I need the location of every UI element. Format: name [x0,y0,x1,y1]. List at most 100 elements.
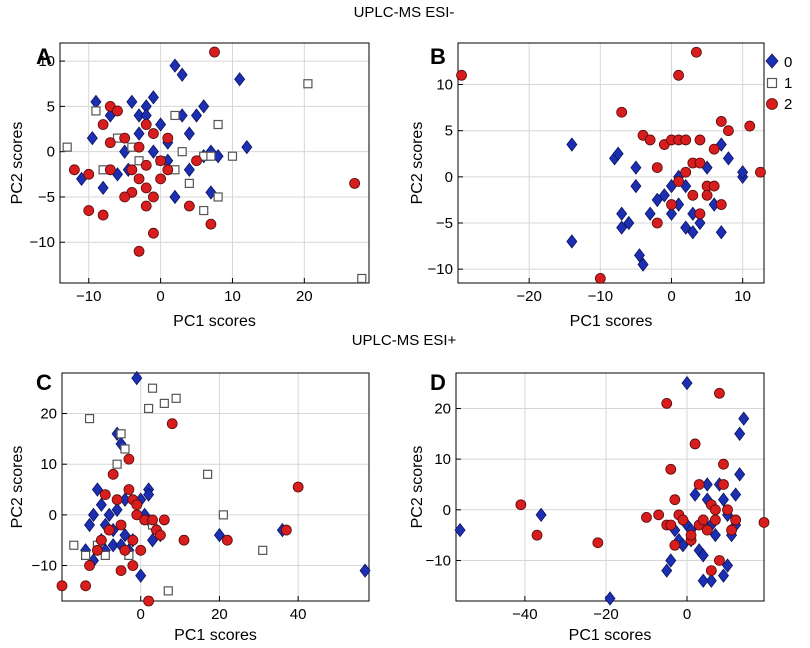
panel-c-point-s2-27 [280,524,292,536]
panel-c-point-s0-4 [91,482,103,497]
panel-c-point-s2-17 [135,544,147,556]
panel-a-point-s0-5 [133,108,145,123]
panel-b-point-s2-11 [680,166,692,178]
panel-a-point-s2-3 [97,119,109,130]
panel-a-xtick-label: 20 [296,288,313,305]
panel-d-point-s2-28 [665,463,677,475]
panel-c-xtick-label: 0 [137,606,145,623]
panel-c-point-s2-4 [95,534,107,546]
panel-a-point-s1-11 [213,119,223,130]
panel-d-point-s0-7 [681,375,693,391]
legend-label-2: 2 [784,96,792,113]
panel-a-point-s0-31 [205,185,217,200]
panel-d-xtick-label: −40 [512,606,537,623]
panel-b-point-s0-6 [630,178,642,194]
panel-b-point-s2-1 [594,272,606,284]
panel-a-point-s2-31 [140,182,152,194]
panel-c-point-s1-3 [112,459,122,469]
panel-b-point-s0-29 [616,220,628,235]
panel-a: −10 0 10 20 −10 −5 0 5 10 PC1 scores PC2 scores A [9,42,370,330]
panel-a-point-s2-12 [148,128,159,139]
panel-d-point-s0-3 [665,553,677,568]
panel-c-point-s2-20 [147,514,158,526]
panel-b-point-s2-22 [715,199,727,210]
panel-b-ytick-label: −5 [436,215,453,232]
panel-b-point-s2-25 [755,166,766,178]
panel-c-point-s2-1 [80,580,92,592]
panel-b-point-s2-27 [651,217,663,229]
panel-a-point-s0-26 [241,139,253,155]
panel-b-point-s0-7 [633,248,645,263]
panel-d-xtick-label: −20 [593,606,618,623]
panel-c-point-s2-19 [143,595,154,607]
panel-a-point-s0-21 [198,99,210,114]
panel-a-plot-frame [59,42,370,284]
section-title-esi-pos: UPLC-MS ESI+ [352,332,457,349]
panel-c-point-s2-24 [166,418,178,430]
panel-c-point-s2-26 [221,534,233,546]
panel-c-xlabel: PC1 scores [174,627,257,644]
panel-b-point-s0-4 [616,206,628,221]
panel-b-xtick-label: −20 [516,288,541,305]
panel-b-point-s0-5 [623,215,635,231]
panel-a-xlabel: PC1 scores [173,313,256,330]
panel-d-point-s2-26 [730,514,742,526]
panel-c-point-s0-10 [107,538,119,553]
panel-b-ytick-label: 5 [445,123,453,140]
panel-d-point-s0-1 [535,507,547,523]
panel-b-point-s0-8 [637,257,649,272]
panel-b-point-s0-11 [658,188,670,203]
panel-c-point-s1-4 [116,429,126,439]
panel-a-point-s0-7 [147,90,159,105]
panel-d-point-s2-29 [705,565,717,576]
panel-c-point-s1-10 [159,398,169,408]
panel-a-point-s0-20 [191,108,203,123]
panel-c-plot-frame [61,372,370,602]
panel-b-xtick-label: −10 [588,288,613,305]
panel-b-point-s2-20 [708,143,720,155]
panel-b-ylabel: PC2 scores [409,122,426,205]
panel-d-point-s0-2 [604,591,616,606]
panel-c-point-s0-30 [111,502,123,517]
panel-c-point-s2-22 [154,529,166,541]
panel-a-point-s2-29 [209,46,220,58]
panel-c-point-s2-10 [115,565,127,576]
panel-a-point-s2-17 [162,132,174,144]
panel-c-point-s1-7 [143,403,154,414]
panel-c-point-s1-16 [100,550,110,561]
panel-c-point-s1-12 [171,393,181,403]
panel-d-point-s0-28 [738,411,750,426]
section-title-esi-neg: UPLC-MS ESI- [354,4,455,21]
panel-c-ytick-label: 10 [40,456,57,473]
panel-a-point-s0-15 [169,58,181,73]
panel-a-point-s2-24 [104,164,116,176]
panel-a-point-s2-20 [148,227,159,239]
panel-a-point-s2-10 [133,141,145,153]
panel-a-point-s0-8 [133,126,145,141]
panel-c-ytick-label: 0 [49,507,57,524]
panel-d-point-s2-9 [669,539,681,551]
panel-a-point-s0-16 [176,67,188,82]
panel-a-point-s1-12 [206,151,216,161]
panel-c-point-s2-9 [115,519,127,531]
panel-d-point-s0-13 [697,548,709,563]
panel-c-point-s2-23 [158,514,170,526]
panel-d-point-s0-31 [697,573,709,588]
panel-d-point-s2-3 [641,512,652,523]
panel-d-point-s2-2 [592,537,604,549]
panel-a-point-s2-13 [133,173,145,185]
panel-d-point-s2-7 [665,519,677,531]
legend: 0 1 2 [765,53,792,113]
panel-b-point-s2-5 [651,162,663,174]
panel-c-point-s0-15 [119,527,131,543]
panel-c-point-s1-0 [69,540,79,550]
panel-d-point-s2-8 [669,494,681,506]
panel-b-point-s2-29 [680,134,692,146]
panel-a-point-s2-0 [68,164,80,176]
panel-d-ylabel: PC2 scores [409,446,426,529]
panel-c-point-s1-17 [81,550,91,561]
panel-b-point-s2-2 [616,106,628,118]
panel-b-plot-frame [457,42,765,284]
panel-c-point-s2-11 [119,544,131,556]
panel-a-point-s2-5 [104,137,116,149]
